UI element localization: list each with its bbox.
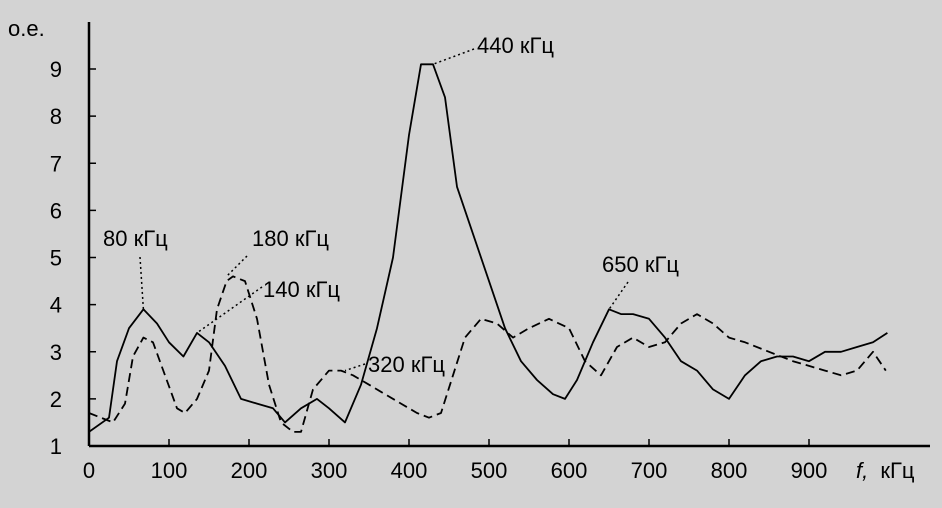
ticks: 0 100 200 300 400 500 600 700 800 900 1 2 3 4 5 6 7 8 9 [50, 57, 828, 483]
x-tick-label: 500 [471, 458, 508, 483]
annotation-label: 80 кГц [103, 226, 168, 251]
x-tick-label: 800 [711, 458, 748, 483]
annotation-label: 180 кГц [252, 226, 329, 251]
series-line-dashed [88, 275, 887, 433]
x-tick-label: 900 [791, 458, 828, 483]
y-tick-label: 5 [50, 246, 62, 271]
x-axis-label: f, кГц [856, 458, 915, 483]
y-tick-label: 7 [50, 151, 62, 176]
y-tick-label: 2 [50, 387, 62, 412]
y-tick-label: 6 [50, 198, 62, 223]
annotations: 80 кГц 180 кГц 140 кГц 440 кГц 320 кГц 650 кГ… [103, 33, 679, 377]
annotation-leader [344, 363, 366, 372]
y-tick-label: 3 [50, 340, 62, 365]
axes [87, 22, 930, 448]
annotation-leader [608, 281, 629, 310]
annotation-leader [432, 48, 475, 65]
x-tick-label: 0 [83, 458, 95, 483]
annotation-label: 440 кГц [477, 33, 554, 58]
y-axis-label: о.е. [8, 16, 45, 41]
series-line-solid [88, 63, 888, 433]
x-tick-label: 200 [231, 458, 268, 483]
x-tick-label: 100 [151, 458, 188, 483]
x-tick-label: 700 [631, 458, 668, 483]
x-axis-variable: f, [856, 458, 868, 483]
x-tick-label: 600 [551, 458, 588, 483]
x-tick-label: 400 [391, 458, 428, 483]
y-tick-label: 8 [50, 104, 62, 129]
x-tick-label: 300 [311, 458, 348, 483]
y-tick-label: 1 [50, 434, 62, 459]
annotation-leader [139, 256, 145, 310]
annotation-label: 320 кГц [368, 352, 445, 377]
annotation-leader [196, 286, 263, 334]
y-tick-label: 4 [50, 293, 62, 318]
annotation-label: 650 кГц [602, 252, 679, 277]
annotation-label: 140 кГц [263, 277, 340, 302]
series [88, 63, 888, 433]
y-tick-label: 9 [50, 57, 62, 82]
x-axis-unit: кГц [880, 458, 915, 483]
